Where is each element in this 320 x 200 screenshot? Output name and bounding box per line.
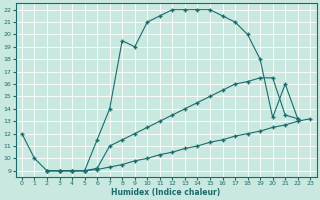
- X-axis label: Humidex (Indice chaleur): Humidex (Indice chaleur): [111, 188, 221, 197]
